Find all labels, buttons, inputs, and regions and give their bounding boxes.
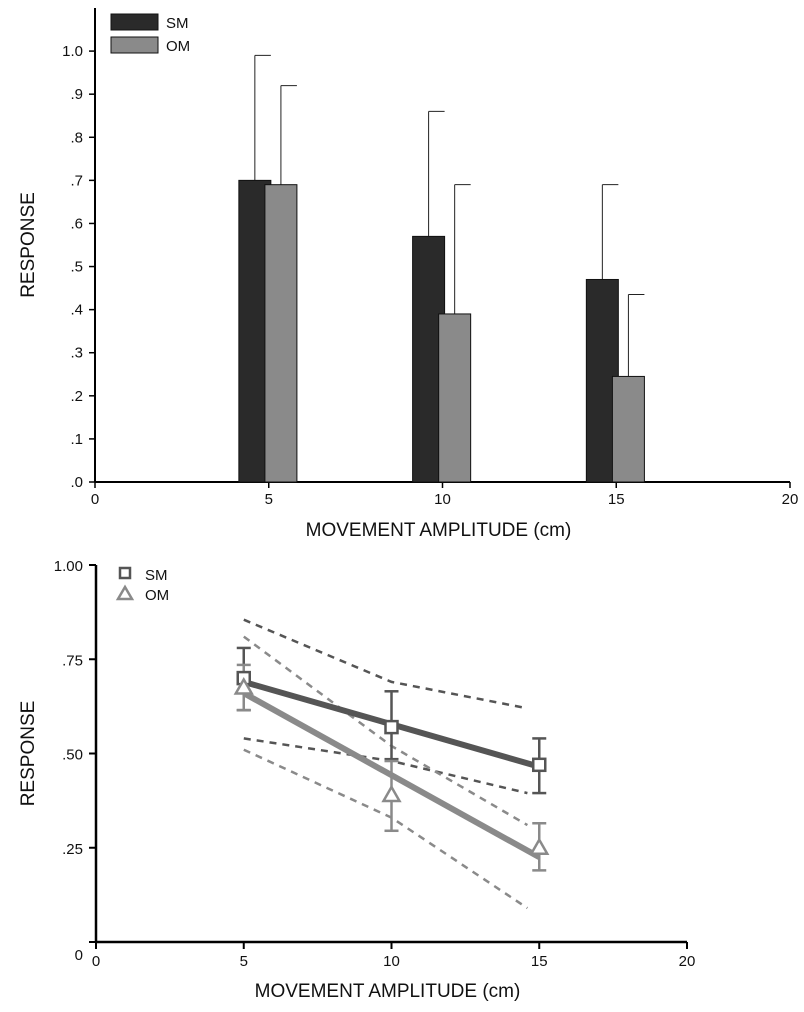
y-tick-label: .25: [62, 841, 83, 858]
legend-marker-sm: [118, 566, 132, 580]
x-tick-label: 15: [531, 953, 548, 970]
x-tick-label: 0: [91, 491, 99, 508]
y-tick-label: .7: [70, 172, 83, 189]
bar-om: [264, 184, 298, 483]
x-tick-label: 20: [782, 491, 799, 508]
y-tick-label: .50: [62, 747, 83, 764]
confidence-band-sm: [243, 618, 528, 710]
y-tick-label: .3: [70, 345, 83, 362]
x-tick-label: 10: [434, 491, 451, 508]
legend-label-sm: SM: [145, 567, 168, 584]
legend-label-om: OM: [166, 38, 190, 55]
y-axis-title: RESPONSE: [18, 701, 39, 807]
legend-swatch-om: [110, 36, 159, 54]
y-tick-label: .2: [70, 388, 83, 405]
x-tick-label: 15: [608, 491, 625, 508]
bar-chart: .0 .1 .2 .3 .4 .5 .6 .7 .8 .9 1.0 0 5 10 15 20 MOVEMENT …: [18, 8, 798, 541]
x-tick-label: 5: [240, 953, 248, 970]
y-tick-label: .5: [70, 259, 83, 276]
y-tick-label: .8: [70, 129, 83, 146]
legend-marker-om: [115, 584, 135, 601]
marker-square: [532, 757, 547, 773]
x-axis-title: MOVEMENT AMPLITUDE (cm): [306, 520, 572, 541]
y-tick-label: .1: [70, 431, 83, 448]
legend-label-sm: SM: [166, 15, 189, 32]
marker-square: [384, 719, 399, 735]
y-tick-label: .0: [70, 474, 83, 491]
x-tick-label: 10: [383, 953, 400, 970]
marker-triangle: [233, 677, 254, 695]
y-tick-label: .9: [70, 86, 83, 103]
x-tick-label: 0: [92, 953, 100, 970]
y-axis-title: RESPONSE: [18, 192, 39, 298]
x-axis-title: MOVEMENT AMPLITUDE (cm): [255, 981, 521, 1002]
y-tick-label: .6: [70, 215, 83, 232]
x-tick-label: 5: [265, 491, 273, 508]
marker-triangle: [381, 784, 402, 803]
x-tick-label: 20: [679, 953, 696, 970]
legend-label-om: OM: [145, 587, 169, 604]
bar-om: [611, 375, 645, 483]
bar-om: [438, 313, 472, 483]
confidence-band-sm: [243, 737, 528, 795]
marker-triangle: [529, 837, 550, 855]
legend-swatch-sm: [110, 13, 159, 31]
y-tick-label: .75: [62, 652, 83, 669]
y-tick-label: .4: [70, 302, 83, 319]
y-tick-label: 1.00: [54, 558, 83, 575]
line-chart: 0 .25 .50 .75 1.00 0 5 10 15 20 MOVEMENT AMPLITUDE…: [18, 558, 695, 1002]
y-tick-label: 0: [75, 947, 83, 964]
y-tick-label: 1.0: [62, 43, 83, 60]
